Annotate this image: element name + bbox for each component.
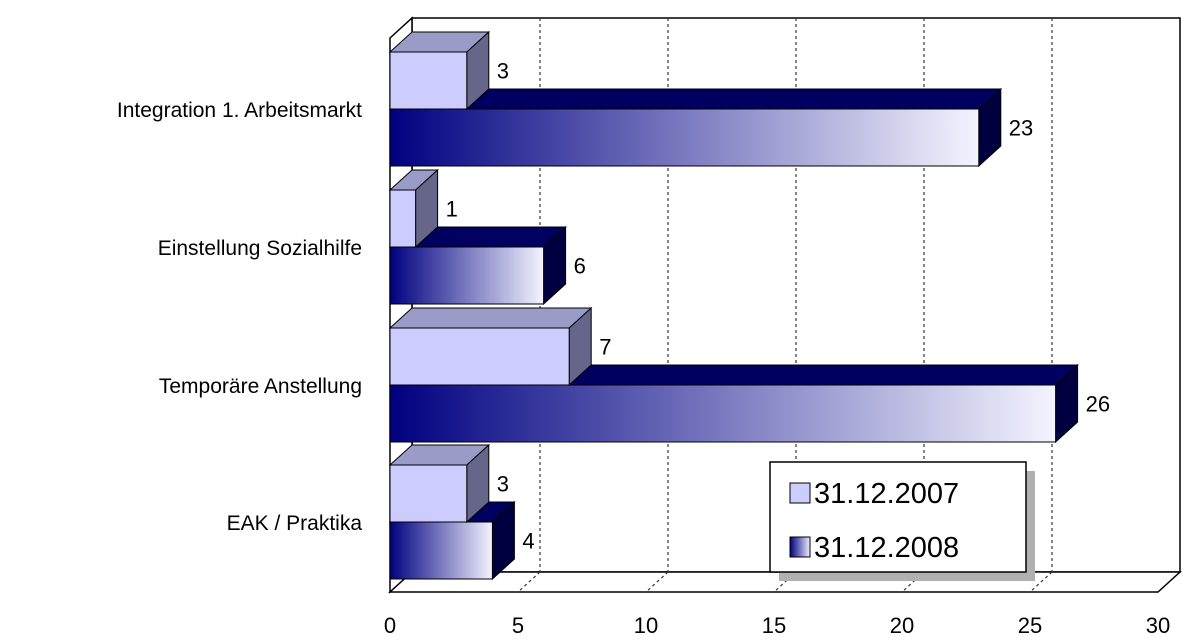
bar bbox=[389, 51, 468, 110]
x-tick-label: 5 bbox=[512, 613, 524, 638]
data-label: 26 bbox=[1086, 392, 1110, 417]
gridline-floor bbox=[1029, 571, 1053, 593]
category-labels: Integration 1. Arbeitsmarkt Einstellung S… bbox=[117, 99, 362, 535]
data-label: 6 bbox=[574, 254, 586, 279]
data-label: 3 bbox=[497, 472, 509, 497]
data-label: 7 bbox=[599, 335, 611, 360]
legend-swatch-2008 bbox=[789, 536, 811, 558]
gridline-floor bbox=[517, 571, 541, 593]
bar-top-face bbox=[388, 307, 593, 329]
legend: 31.12.2007 31.12.2008 bbox=[769, 461, 1035, 581]
bar bbox=[389, 384, 1057, 443]
bar bbox=[389, 189, 417, 248]
legend-label-2008: 31.12.2008 bbox=[814, 532, 959, 564]
bar bbox=[389, 108, 980, 167]
bar bbox=[389, 521, 493, 580]
category-label: Integration 1. Arbeitsmarkt bbox=[117, 99, 362, 122]
x-tick-label: 25 bbox=[1018, 613, 1042, 638]
data-labels: 23 3 6 1 26 7 4 3 bbox=[446, 59, 1110, 554]
bar bbox=[389, 464, 468, 523]
x-tick-label: 20 bbox=[890, 613, 914, 638]
bar bbox=[389, 246, 545, 305]
x-axis-ticks: 0 5 10 15 20 25 30 bbox=[384, 613, 1170, 638]
x-tick-label: 0 bbox=[384, 613, 396, 638]
data-label: 3 bbox=[497, 59, 509, 84]
category-label: Temporäre Anstellung bbox=[159, 375, 362, 398]
data-label: 23 bbox=[1009, 116, 1033, 141]
data-label: 4 bbox=[522, 529, 534, 554]
bar bbox=[389, 327, 570, 386]
legend-label-2007: 31.12.2007 bbox=[814, 478, 959, 510]
legend-swatch-2007 bbox=[789, 482, 811, 504]
category-label: EAK / Praktika bbox=[227, 512, 363, 535]
gridline-floor bbox=[773, 571, 797, 593]
data-label: 1 bbox=[446, 197, 458, 222]
gridline-floor bbox=[645, 571, 669, 593]
bars bbox=[388, 30, 1079, 581]
category-label: Einstellung Sozialhilfe bbox=[158, 237, 362, 260]
x-tick-label: 15 bbox=[762, 613, 786, 638]
x-tick-label: 30 bbox=[1146, 613, 1170, 638]
gridline-floor bbox=[901, 571, 925, 593]
x-tick-label: 10 bbox=[634, 613, 658, 638]
